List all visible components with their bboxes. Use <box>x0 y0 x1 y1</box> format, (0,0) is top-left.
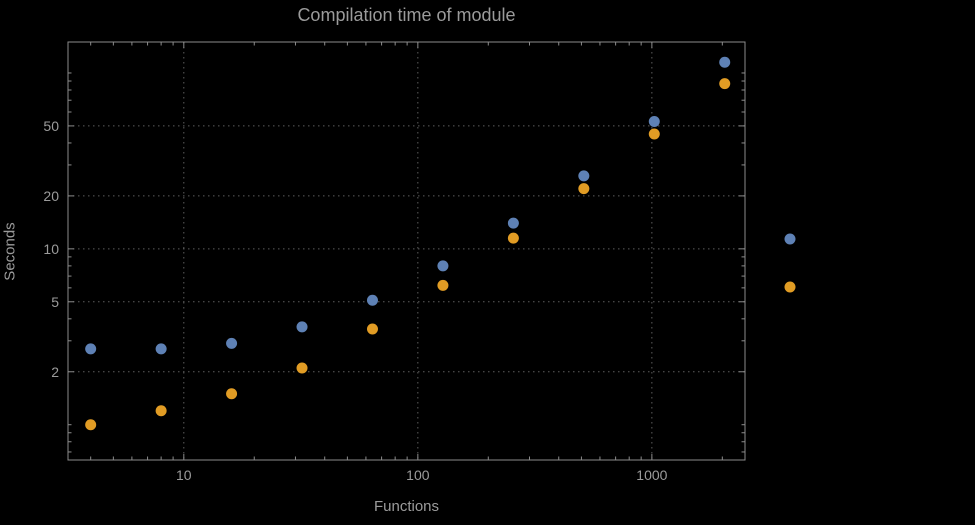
data-point <box>366 323 378 335</box>
data-point <box>155 405 167 417</box>
x-tick-label: 10 <box>176 467 192 483</box>
x-tick-label: 1000 <box>636 467 667 483</box>
y-tick-label: 2 <box>51 364 59 380</box>
y-tick-label: 5 <box>51 294 59 310</box>
data-point <box>648 115 660 127</box>
data-point <box>155 343 167 355</box>
data-point <box>648 128 660 140</box>
x-tick-label: 100 <box>406 467 430 483</box>
data-point <box>226 388 238 400</box>
data-point <box>719 56 731 68</box>
data-point <box>437 279 449 291</box>
legend-marker <box>784 233 796 245</box>
plot-frame <box>67 41 746 461</box>
y-tick-label: 10 <box>43 241 59 257</box>
y-tick-label: 50 <box>43 118 59 134</box>
data-point <box>226 337 238 349</box>
data-point <box>296 362 308 374</box>
data-point <box>366 294 378 306</box>
data-point <box>507 217 519 229</box>
data-point <box>85 343 97 355</box>
chart-title: Compilation time of module <box>297 5 516 25</box>
data-point <box>85 419 97 431</box>
data-point <box>296 321 308 333</box>
data-point <box>719 78 731 90</box>
legend-marker <box>784 281 796 293</box>
data-point <box>507 232 519 244</box>
data-point <box>578 170 590 182</box>
x-axis-label: Functions <box>373 498 440 515</box>
y-tick-label: 20 <box>43 188 59 204</box>
data-point <box>578 183 590 195</box>
data-point <box>437 260 449 272</box>
